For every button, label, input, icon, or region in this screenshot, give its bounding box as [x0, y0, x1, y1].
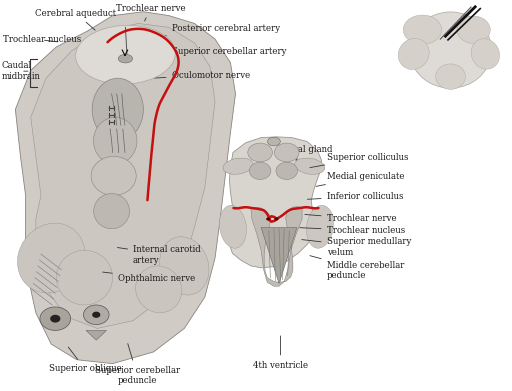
Circle shape	[83, 305, 109, 325]
Ellipse shape	[76, 25, 175, 84]
Circle shape	[266, 217, 270, 221]
Text: Middle cerebellar
peduncle: Middle cerebellar peduncle	[310, 256, 404, 280]
Polygon shape	[31, 23, 215, 328]
Text: Superior colliculus: Superior colliculus	[310, 152, 408, 168]
Text: Trochlear nerve: Trochlear nerve	[116, 4, 186, 21]
Text: Trochlear nucleus: Trochlear nucleus	[3, 35, 81, 45]
Text: Oculomotor nerve: Oculomotor nerve	[154, 70, 250, 80]
Polygon shape	[261, 228, 297, 283]
Text: Superior cerebellar
peduncle: Superior cerebellar peduncle	[95, 344, 180, 385]
Ellipse shape	[91, 156, 136, 196]
Ellipse shape	[436, 64, 465, 89]
Circle shape	[92, 312, 100, 318]
Text: Superior medullary
velum: Superior medullary velum	[302, 237, 411, 257]
Ellipse shape	[471, 39, 500, 69]
Ellipse shape	[92, 78, 143, 141]
Ellipse shape	[220, 205, 246, 248]
Ellipse shape	[307, 205, 333, 248]
Text: Cerebral aqueduct: Cerebral aqueduct	[35, 9, 116, 30]
Text: Medial geniculate: Medial geniculate	[316, 172, 404, 187]
Ellipse shape	[248, 143, 272, 162]
Text: 4th ventricle: 4th ventricle	[253, 336, 308, 369]
Ellipse shape	[136, 266, 182, 313]
Text: Superior cerebellar artery: Superior cerebellar artery	[159, 47, 286, 56]
Ellipse shape	[249, 162, 271, 179]
Ellipse shape	[118, 54, 133, 63]
Text: Pineal gland: Pineal gland	[279, 145, 332, 160]
Text: Caudal
midbrain: Caudal midbrain	[2, 61, 40, 81]
Circle shape	[274, 217, 279, 221]
Text: Superior oblique: Superior oblique	[49, 347, 121, 373]
Ellipse shape	[17, 223, 85, 293]
Text: Ophthalmic nerve: Ophthalmic nerve	[102, 272, 195, 283]
Ellipse shape	[410, 12, 492, 88]
Text: Internal carotid
artery: Internal carotid artery	[117, 245, 201, 265]
Text: Trochlear nucleus: Trochlear nucleus	[300, 226, 405, 235]
Polygon shape	[86, 330, 106, 340]
Ellipse shape	[403, 15, 442, 45]
Ellipse shape	[267, 137, 281, 146]
Text: Trochlear nerve: Trochlear nerve	[305, 214, 396, 224]
Text: Posterior cerebral artery: Posterior cerebral artery	[161, 23, 280, 36]
Circle shape	[40, 307, 71, 330]
Ellipse shape	[398, 38, 429, 70]
Ellipse shape	[93, 117, 137, 164]
Polygon shape	[229, 137, 322, 268]
Circle shape	[50, 315, 60, 323]
Text: Inferior colliculus: Inferior colliculus	[307, 192, 403, 201]
Ellipse shape	[274, 143, 299, 162]
Ellipse shape	[56, 250, 113, 305]
Ellipse shape	[276, 162, 297, 179]
Polygon shape	[251, 206, 302, 286]
Ellipse shape	[223, 158, 253, 174]
Ellipse shape	[457, 16, 490, 43]
Ellipse shape	[295, 158, 325, 174]
Ellipse shape	[160, 237, 209, 295]
Ellipse shape	[94, 194, 130, 229]
Polygon shape	[15, 12, 236, 364]
